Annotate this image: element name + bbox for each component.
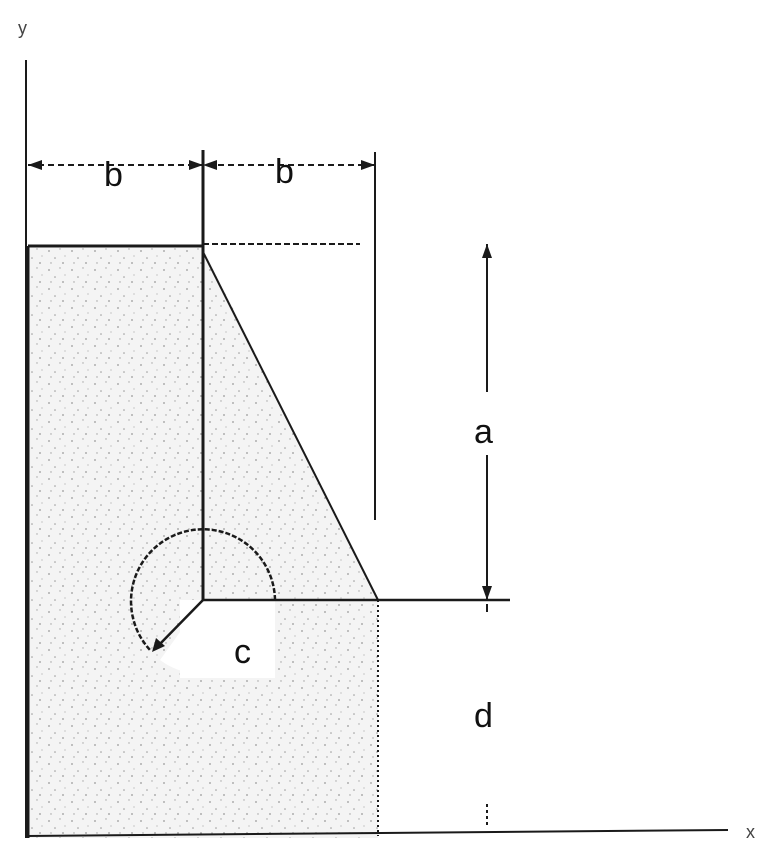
x-axis-label: x xyxy=(746,822,755,842)
dimension-b-left-label: b xyxy=(104,156,123,194)
radius-arrowhead xyxy=(152,638,165,652)
y-axis-label: y xyxy=(18,18,27,38)
label-c-clear xyxy=(180,600,275,678)
dimension-d-label: d xyxy=(474,697,493,735)
construction-lines xyxy=(201,150,510,602)
dimension-b-arrows xyxy=(28,160,375,170)
section-outline xyxy=(26,244,379,838)
dimension-a-arrows xyxy=(482,244,492,600)
dimension-b-right-label: b xyxy=(275,153,294,191)
x-axis xyxy=(25,829,729,837)
dimension-a-label: a xyxy=(474,413,493,451)
hole-circle xyxy=(129,528,277,651)
dimension-c-label: c xyxy=(234,633,251,671)
